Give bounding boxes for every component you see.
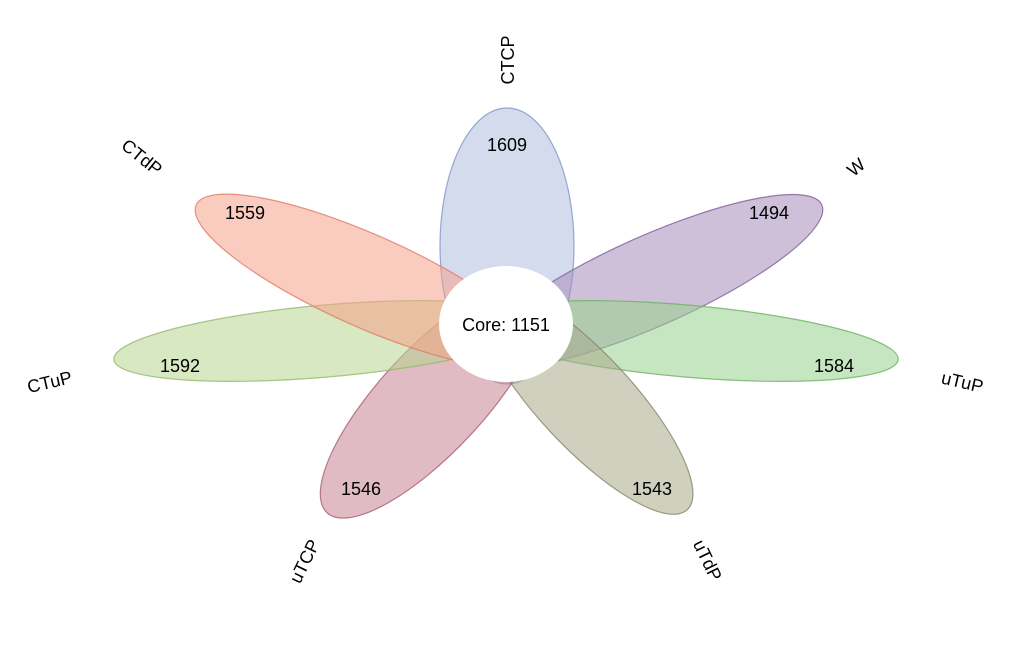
sample-label-ctcp: CTCP	[498, 36, 518, 85]
petal-count-utcp: 1546	[341, 479, 381, 499]
petal-count-utup: 1584	[814, 356, 854, 376]
core-circle	[439, 266, 573, 382]
core-group: Core: 1151	[439, 266, 573, 382]
sample-label-utcp: uTCP	[286, 536, 324, 586]
sample-label-w: W	[843, 154, 869, 180]
sample-label-ctup: CTuP	[25, 367, 74, 397]
core-label: Core: 1151	[462, 315, 550, 335]
petal-count-ctcp: 1609	[487, 135, 527, 155]
sample-label-utdp: uTdP	[689, 537, 726, 584]
petal-count-w: 1494	[749, 203, 789, 223]
petal-count-ctdp: 1559	[225, 203, 265, 223]
petal-count-ctup: 1592	[160, 356, 200, 376]
sample-label-utup: uTuP	[939, 368, 985, 397]
sample-label-ctdp: CTdP	[118, 135, 166, 180]
count-layer: 1609 1494 1584 1543 1546 1592 1559	[160, 135, 854, 499]
petal-count-utdp: 1543	[632, 479, 672, 499]
